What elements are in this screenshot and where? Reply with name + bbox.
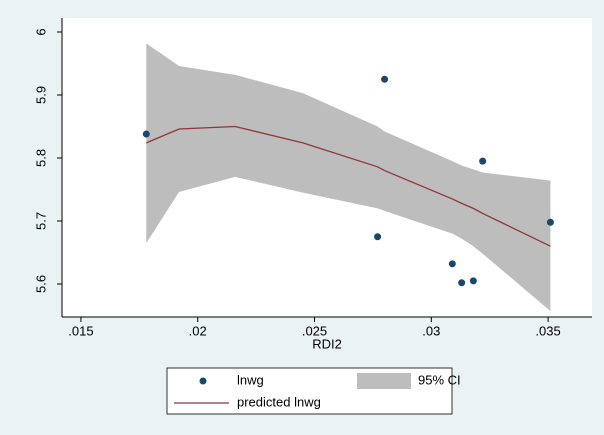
point: [374, 233, 382, 241]
point: [546, 218, 554, 226]
y-tick-label: 5.8: [33, 149, 48, 167]
fit-line: [146, 125, 551, 247]
x-axis-label: RDI2: [312, 336, 342, 351]
point: [381, 75, 389, 83]
legend-label: predicted lnwg: [237, 394, 321, 409]
point: [469, 277, 477, 285]
legend-label: 95% CI: [418, 372, 461, 387]
ci-band: [146, 43, 551, 312]
point: [479, 157, 487, 165]
y-tick-label: 5.7: [33, 212, 48, 230]
legend-marker: [199, 377, 207, 385]
legend-label: lnwg: [237, 372, 264, 387]
point: [458, 279, 466, 287]
x-tick-label: .015: [68, 323, 93, 338]
y-tick-label: 5.6: [33, 275, 48, 293]
y-tick-label: 6: [33, 28, 48, 35]
legend-swatch: [357, 373, 411, 389]
x-tick-label: .03: [422, 323, 440, 338]
point: [448, 260, 456, 268]
x-tick-label: .02: [189, 323, 207, 338]
y-tick-label: 5.9: [33, 86, 48, 104]
x-tick-label: .035: [535, 323, 560, 338]
point: [142, 130, 150, 138]
x-tick-label: .025: [302, 323, 327, 338]
